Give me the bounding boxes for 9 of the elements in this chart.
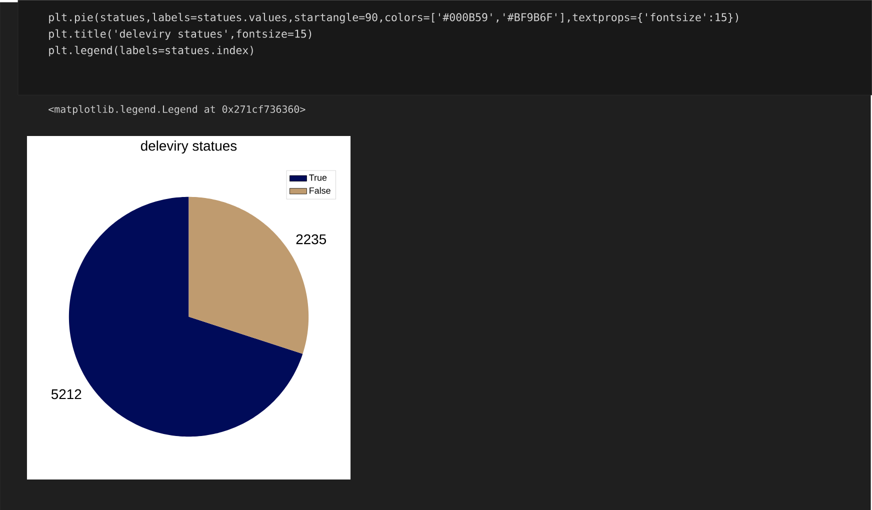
text: plt.title('deleviry statues',fontsize=15) <box>49 29 312 40</box>
data-label: 5212 <box>51 389 82 399</box>
text: <matplotlib.legend.Legend at 0x271cf736360> <box>48 104 306 115</box>
data-label: 2235 <box>296 234 326 244</box>
legend-label: True <box>309 174 327 181</box>
text: plt.pie(statues,labels=statues.values,startangle=90,colors=['#000B59','#BF9B6F'],textprops={'fontsize':15}) <box>49 12 738 24</box>
legend-label: False <box>310 186 330 194</box>
chart-title: deleviry statues <box>140 140 237 154</box>
text: plt.legend(labels=statues.index) <box>49 46 253 56</box>
